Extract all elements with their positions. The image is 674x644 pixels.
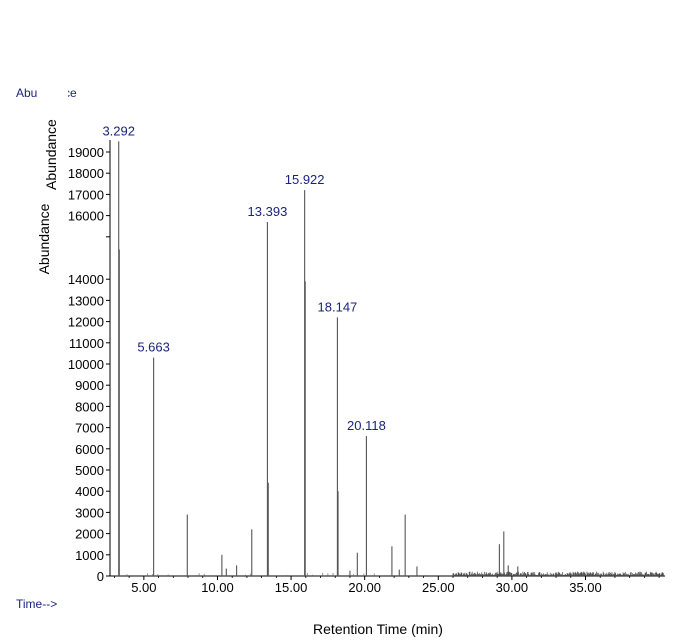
- y-tick-label: 13000: [68, 293, 104, 308]
- y-tick-label: 1000: [75, 548, 104, 563]
- x-tick-label: 25.00: [422, 580, 455, 595]
- y-tick-label: 6000: [75, 442, 104, 457]
- y-tick-label: 3000: [75, 505, 104, 520]
- peak-label: 18.147: [318, 299, 358, 314]
- y-axis-title: Abundance: [36, 203, 52, 274]
- y-tick-label: 5000: [75, 463, 104, 478]
- plot-area: 0 1000 2000 3000 4000 5000 6000 7000 8000 9000 100…: [68, 123, 665, 595]
- y-tick-label: 10000: [68, 357, 104, 372]
- x-tick-label: 15.00: [275, 580, 308, 595]
- y-tick-label: 8000: [75, 399, 104, 414]
- y-tick-label: 12000: [68, 315, 104, 330]
- y-tick-label: 0: [97, 569, 104, 584]
- peak-label: 5.663: [137, 340, 170, 355]
- y-tick-label: 16000: [68, 209, 104, 224]
- top-label-mask: [38, 84, 68, 102]
- x-tick-label: 35.00: [569, 580, 602, 595]
- y-tick-label: 18000: [68, 166, 104, 181]
- y-tick-label: 17000: [68, 187, 104, 202]
- x-tick-label: 10.00: [201, 580, 234, 595]
- y-tick-label: 11000: [69, 336, 104, 351]
- y-tick-label: 7000: [75, 421, 104, 436]
- y-tick-label: 19000: [68, 145, 104, 160]
- x-tick-label: 20.00: [348, 580, 381, 595]
- peak-label: 3.292: [102, 123, 135, 138]
- peak-label: 13.393: [248, 204, 288, 219]
- x-axis-title: Retention Time (min): [313, 621, 443, 637]
- y-axis-ticks: 0 1000 2000 3000 4000 5000 6000 7000 8000 9000 100…: [68, 145, 110, 584]
- x-tick-label: 30.00: [496, 580, 529, 595]
- time-arrow-label: Time-->: [16, 597, 57, 611]
- y-tick-label: 2000: [75, 527, 104, 542]
- x-tick-label: 5.00: [131, 580, 156, 595]
- y-axis-overlay-title: Abundance: [43, 119, 59, 190]
- y-tick-label: 9000: [75, 378, 104, 393]
- y-tick-label: 4000: [75, 484, 104, 499]
- peak-label: 15.922: [285, 172, 325, 187]
- chromatogram-trace: [118, 141, 519, 576]
- baseline-noise: [126, 571, 664, 576]
- y-tick-label: 14000: [68, 272, 104, 287]
- peak-labels: 3.292 5.663 13.393 15.922 18.147 20.118: [102, 123, 385, 433]
- peak-label: 20.118: [347, 418, 386, 433]
- x-axis-ticks: 5.00 10.00 15.00 20.00 25.00 30.00 35.00: [114, 576, 660, 595]
